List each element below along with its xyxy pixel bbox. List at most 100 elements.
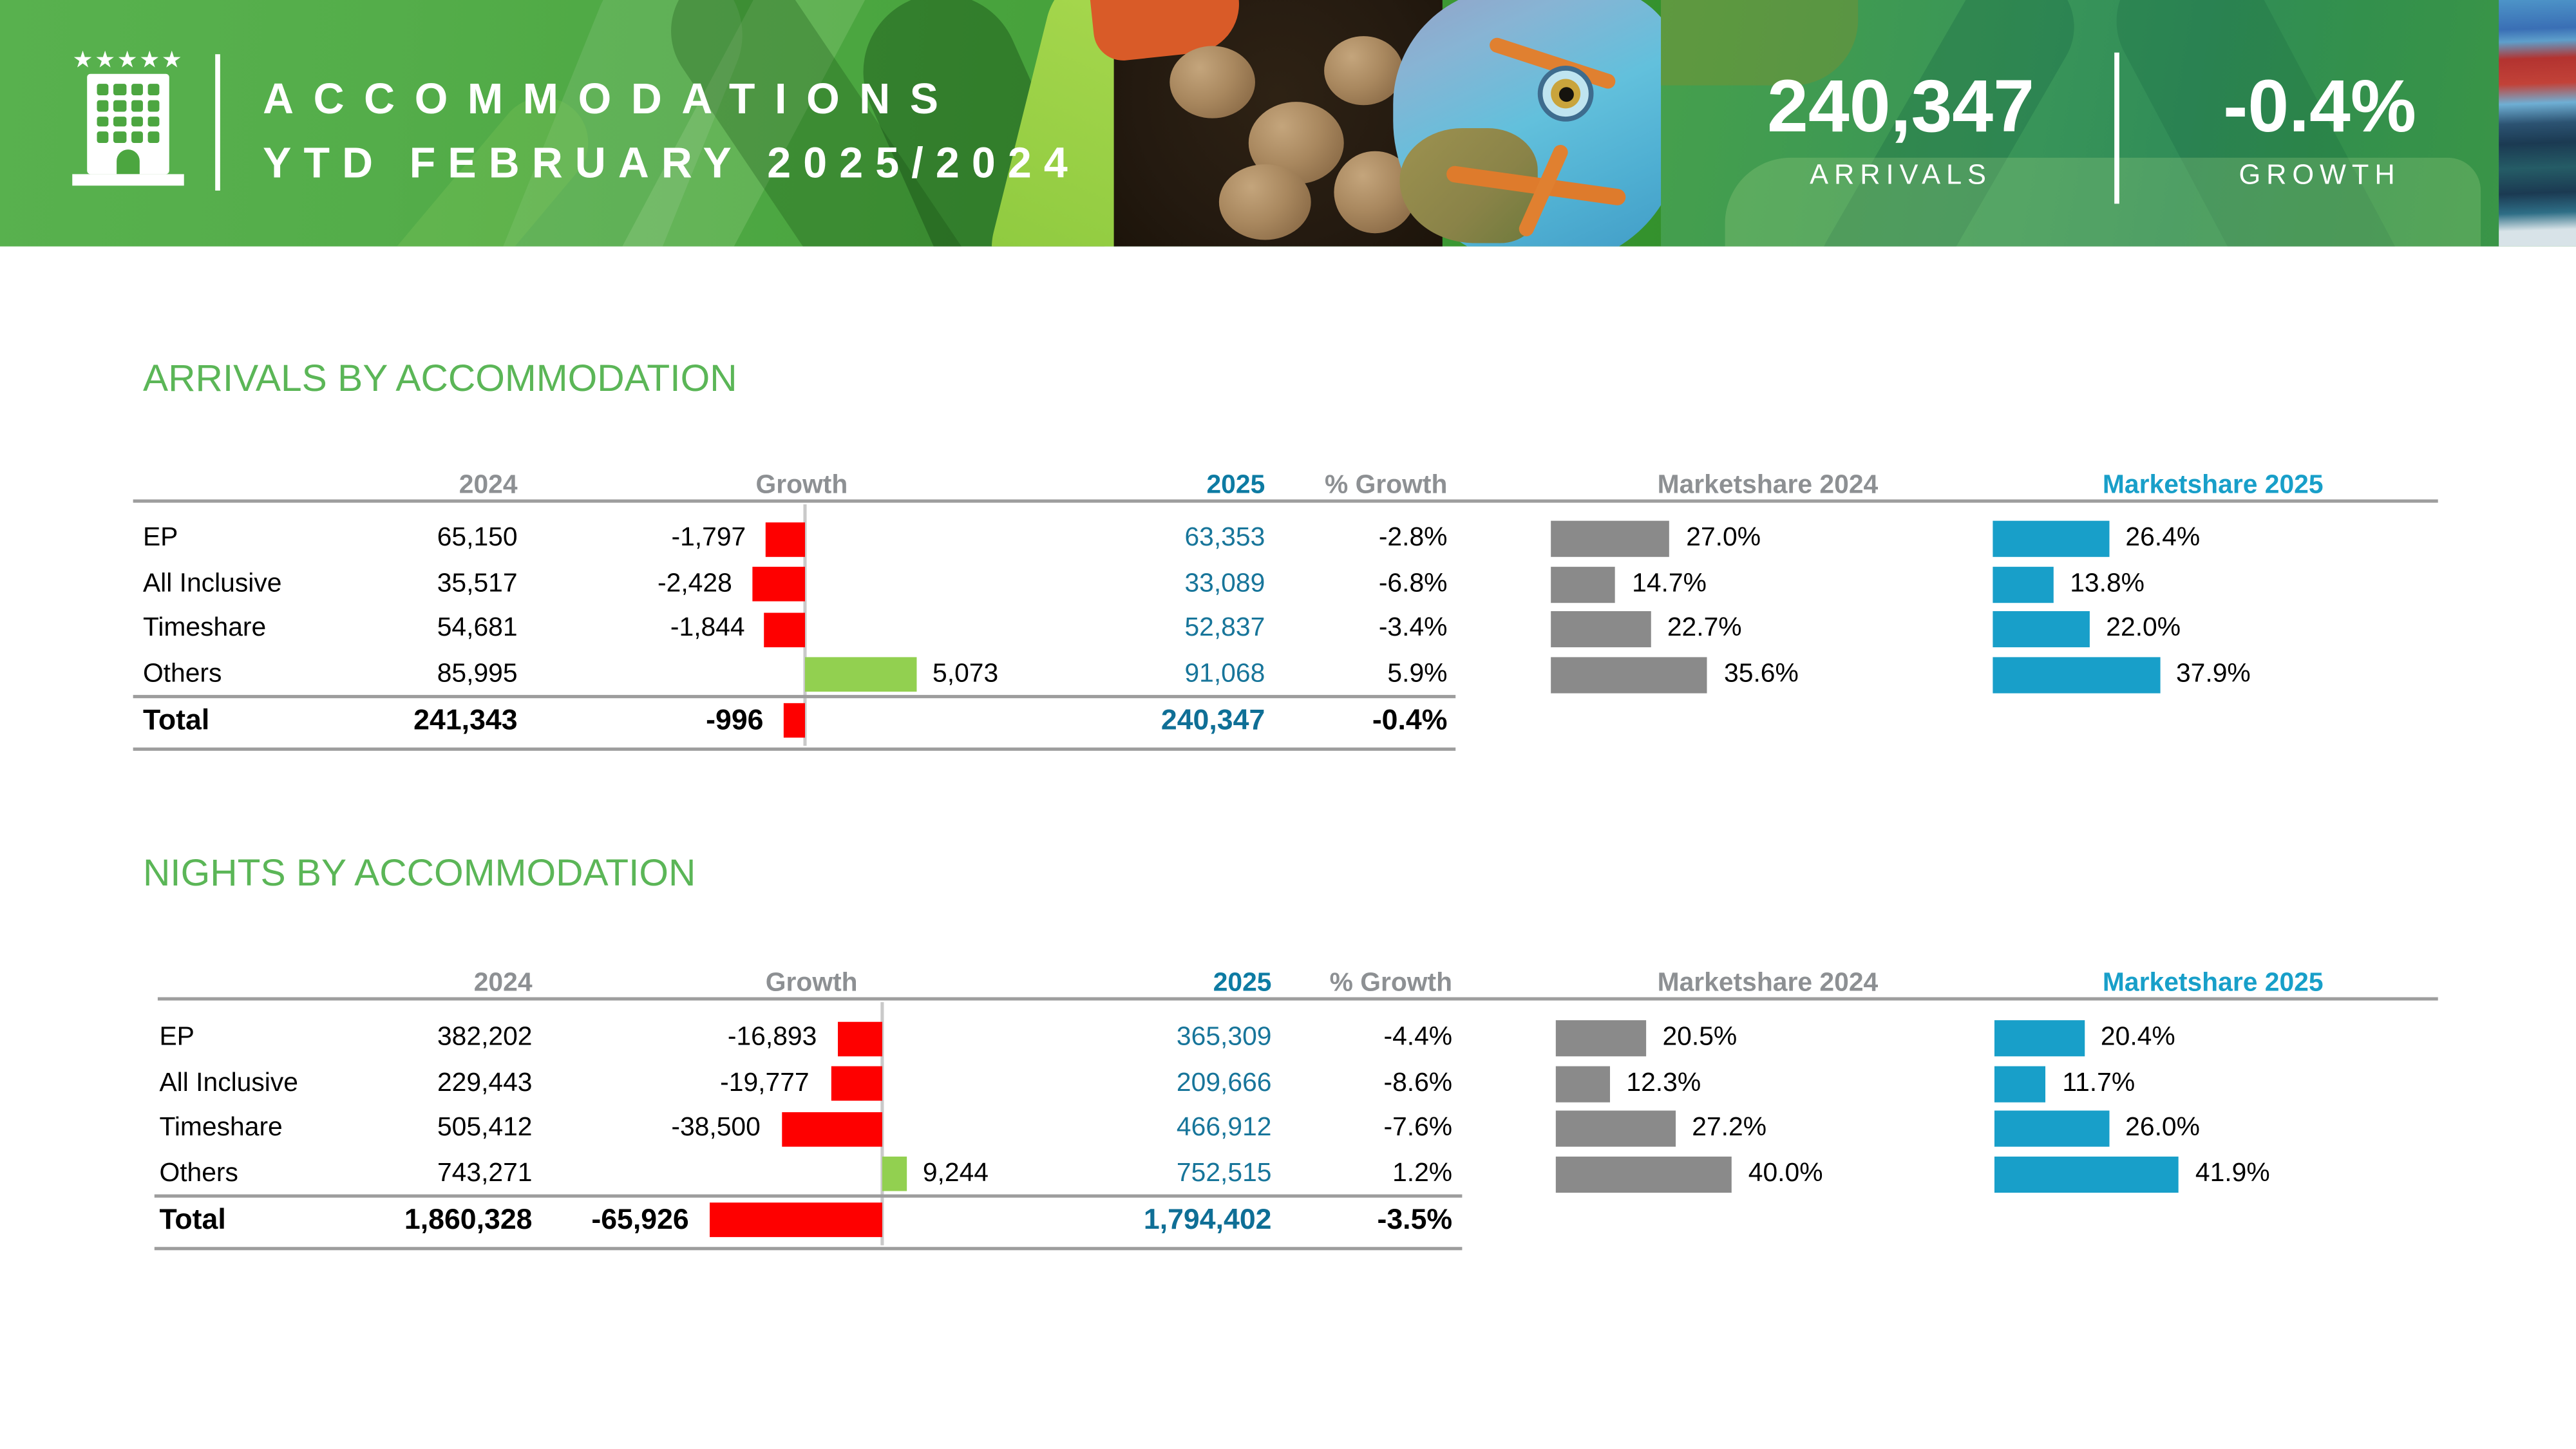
growth-value: -16,893 xyxy=(727,1023,817,1052)
pct-growth-value: 1.2% xyxy=(1392,1159,1453,1188)
row-label: Timeshare xyxy=(159,1113,283,1142)
growth-value: -996 xyxy=(706,703,764,736)
value-2025: 1,794,402 xyxy=(1143,1202,1272,1236)
kpi-growth-value: -0.4% xyxy=(2223,64,2416,148)
marketshare-2024-label: 27.0% xyxy=(1686,524,1761,553)
table-bottom-line xyxy=(154,1245,1463,1251)
growth-zero-axis xyxy=(881,1002,884,1245)
growth-value: 5,073 xyxy=(933,659,999,688)
marketshare-2024-label: 14.7% xyxy=(1632,569,1707,598)
col-header-marketshare-2025: Marketshare 2025 xyxy=(2102,471,2324,500)
growth-bar xyxy=(805,657,916,692)
marketshare-2024-label: 22.7% xyxy=(1667,614,1742,643)
hotel-base-icon xyxy=(72,174,184,186)
marketshare-2025-label: 22.0% xyxy=(2106,614,2181,643)
marketshare-2024-label: 27.2% xyxy=(1692,1113,1767,1142)
value-2025: 63,353 xyxy=(1184,524,1265,553)
row-label: Others xyxy=(159,1159,238,1188)
row-label: Total xyxy=(142,703,210,736)
marketshare-2024-bar xyxy=(1551,611,1651,648)
marketshare-2025-label: 41.9% xyxy=(2195,1159,2270,1188)
pct-growth-value: -0.4% xyxy=(1372,703,1448,736)
hotel-building-icon xyxy=(87,73,169,175)
kpi-overlay xyxy=(1661,0,2499,247)
growth-bar xyxy=(783,703,805,738)
growth-bar xyxy=(710,1202,882,1237)
marketshare-2025-bar xyxy=(1994,1155,2179,1192)
logo-window xyxy=(147,84,160,95)
marketshare-2025-label: 26.4% xyxy=(2125,524,2201,553)
row-label: Others xyxy=(142,659,222,688)
growth-value: -38,500 xyxy=(671,1113,761,1142)
kpi-arrivals-value: 240,347 xyxy=(1767,64,2035,148)
kpi-growth-label: GROWTH xyxy=(2239,159,2401,191)
col-header-2025: 2025 xyxy=(1213,969,1272,998)
marketshare-2025-bar xyxy=(1993,656,2160,693)
logo-window xyxy=(147,99,160,111)
marketshare-2025-label: 26.0% xyxy=(2125,1113,2200,1142)
header-underline xyxy=(157,997,2438,1001)
row-label: EP xyxy=(159,1023,194,1052)
pct-growth-value: -8.6% xyxy=(1383,1068,1453,1097)
growth-bar xyxy=(764,612,805,647)
logo-window xyxy=(97,99,109,111)
nut-art xyxy=(1324,36,1403,106)
row-label: EP xyxy=(142,524,178,553)
logo-window xyxy=(130,115,143,128)
col-header-marketshare-2024: Marketshare 2024 xyxy=(1657,969,1879,998)
nut-art xyxy=(1170,46,1255,118)
marketshare-2024-label: 20.5% xyxy=(1662,1023,1738,1052)
logo-window xyxy=(147,115,160,128)
marketshare-2025-label: 20.4% xyxy=(2100,1023,2175,1052)
pct-growth-value: -3.5% xyxy=(1377,1202,1453,1236)
marketshare-2024-bar xyxy=(1555,1155,1732,1192)
growth-value: -2,428 xyxy=(658,569,732,598)
row-label: All Inclusive xyxy=(159,1068,298,1097)
marketshare-2024-bar xyxy=(1555,1020,1646,1057)
pct-growth-value: -4.4% xyxy=(1383,1023,1453,1052)
logo-window xyxy=(113,115,126,128)
value-2025: 33,089 xyxy=(1184,569,1265,598)
growth-bar xyxy=(830,1066,882,1101)
marketshare-2024-bar xyxy=(1551,520,1670,557)
marketshare-2025-bar xyxy=(1993,611,2090,648)
pct-growth-value: -2.8% xyxy=(1378,524,1448,553)
value-2025: 209,666 xyxy=(1176,1068,1272,1097)
nut-art xyxy=(1218,164,1311,240)
section-title: NIGHTS BY ACCOMMODATION xyxy=(142,851,696,894)
logo-window xyxy=(130,84,143,95)
logo-window xyxy=(97,84,109,95)
logo-window xyxy=(97,131,109,143)
value-2024: 35,517 xyxy=(437,569,518,598)
header-underline xyxy=(133,499,2438,504)
growth-bar xyxy=(752,567,805,601)
value-2024: 1,860,328 xyxy=(404,1202,533,1236)
marketshare-2024-bar xyxy=(1555,1110,1676,1147)
col-header-pct-growth: % Growth xyxy=(1329,969,1453,998)
row-label: Total xyxy=(159,1202,226,1236)
header-divider xyxy=(215,54,220,191)
growth-value: -1,844 xyxy=(670,614,745,643)
pct-growth-value: -6.8% xyxy=(1378,569,1448,598)
value-2025: 466,912 xyxy=(1176,1113,1272,1142)
value-2025: 52,837 xyxy=(1184,614,1265,643)
value-2024: 505,412 xyxy=(437,1113,533,1142)
growth-value: -19,777 xyxy=(720,1068,810,1097)
marketshare-2025-label: 13.8% xyxy=(2070,569,2145,598)
value-2024: 743,271 xyxy=(437,1159,533,1188)
painting-strip-art xyxy=(2499,0,2576,247)
logo-window xyxy=(130,99,143,111)
marketshare-2024-label: 12.3% xyxy=(1626,1068,1701,1097)
col-header-2024: 2024 xyxy=(459,471,518,500)
pct-growth-value: -3.4% xyxy=(1378,614,1448,643)
growth-zero-axis xyxy=(804,504,806,746)
marketshare-2025-bar xyxy=(1993,565,2054,602)
col-header-growth: Growth xyxy=(755,471,848,500)
col-header-pct-growth: % Growth xyxy=(1324,471,1448,500)
value-2025: 240,347 xyxy=(1160,703,1265,736)
value-2025: 752,515 xyxy=(1176,1159,1272,1188)
marketshare-2025-bar xyxy=(1994,1020,2085,1057)
value-2024: 54,681 xyxy=(437,614,518,643)
logo-window xyxy=(113,99,126,111)
